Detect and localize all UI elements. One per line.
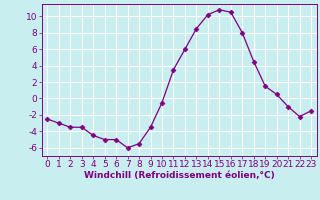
X-axis label: Windchill (Refroidissement éolien,°C): Windchill (Refroidissement éolien,°C) [84,171,275,180]
